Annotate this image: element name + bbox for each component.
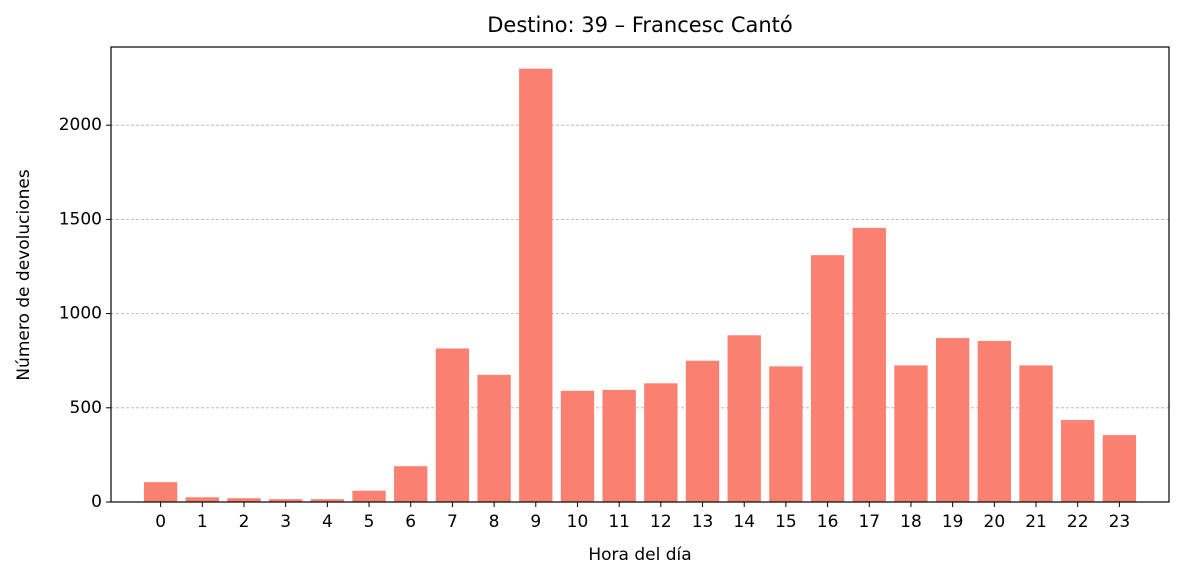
x-tick-label: 12 xyxy=(650,512,672,532)
bar xyxy=(477,374,511,502)
bar xyxy=(1102,435,1137,502)
y-tick-label: 1500 xyxy=(59,209,102,229)
x-tick-label: 9 xyxy=(530,512,541,532)
x-tick-label: 5 xyxy=(364,512,375,532)
x-tick-label: 0 xyxy=(155,512,166,532)
bar xyxy=(810,255,845,502)
plot-frame xyxy=(110,46,1170,503)
bar xyxy=(310,499,345,502)
bar xyxy=(685,360,720,502)
x-tick-label: 21 xyxy=(1025,512,1047,532)
x-tick-label: 19 xyxy=(942,512,964,532)
x-tick-label: 7 xyxy=(447,512,458,532)
x-tick-label: 13 xyxy=(692,512,714,532)
x-tick-label: 17 xyxy=(858,512,880,532)
x-tick-label: 4 xyxy=(322,512,333,532)
bar xyxy=(1061,420,1095,502)
x-tick-label: 20 xyxy=(984,512,1006,532)
x-tick-label: 2 xyxy=(239,512,250,532)
x-tick-label: 22 xyxy=(1067,512,1089,532)
bar xyxy=(143,482,178,502)
y-axis-label: Número de devoluciones xyxy=(14,169,34,380)
bar xyxy=(268,499,303,502)
x-tick-label: 16 xyxy=(817,512,839,532)
bar xyxy=(435,348,470,502)
bar xyxy=(227,498,261,502)
x-tick-label: 10 xyxy=(567,512,589,532)
bar xyxy=(560,390,595,502)
x-tick-label: 15 xyxy=(775,512,797,532)
bar xyxy=(1019,365,1053,502)
x-tick-label: 3 xyxy=(280,512,291,532)
chart-title: Destino: 39 – Francesc Cantó xyxy=(487,13,793,37)
bar xyxy=(394,466,428,502)
y-tick-label: 500 xyxy=(70,398,102,418)
y-tick-label: 1000 xyxy=(59,304,102,324)
bar xyxy=(644,383,678,502)
bar xyxy=(519,68,553,503)
bar xyxy=(935,338,970,502)
x-tick-label: 23 xyxy=(1109,512,1131,532)
x-tick-label: 14 xyxy=(733,512,755,532)
bar xyxy=(352,490,386,502)
bar xyxy=(894,365,928,502)
bar xyxy=(602,389,636,502)
x-tick-label: 1 xyxy=(197,512,208,532)
y-tick-label: 2000 xyxy=(59,115,102,135)
bar xyxy=(852,227,886,502)
x-axis-label: Hora del día xyxy=(588,545,691,565)
bar xyxy=(769,366,803,502)
x-tick-label: 6 xyxy=(405,512,416,532)
x-tick-label: 11 xyxy=(608,512,630,532)
x-tick-label: 18 xyxy=(900,512,922,532)
bar xyxy=(727,335,761,502)
y-tick-label: 0 xyxy=(91,492,102,512)
bar xyxy=(977,340,1012,502)
x-tick-label: 8 xyxy=(489,512,500,532)
bar xyxy=(185,497,219,502)
